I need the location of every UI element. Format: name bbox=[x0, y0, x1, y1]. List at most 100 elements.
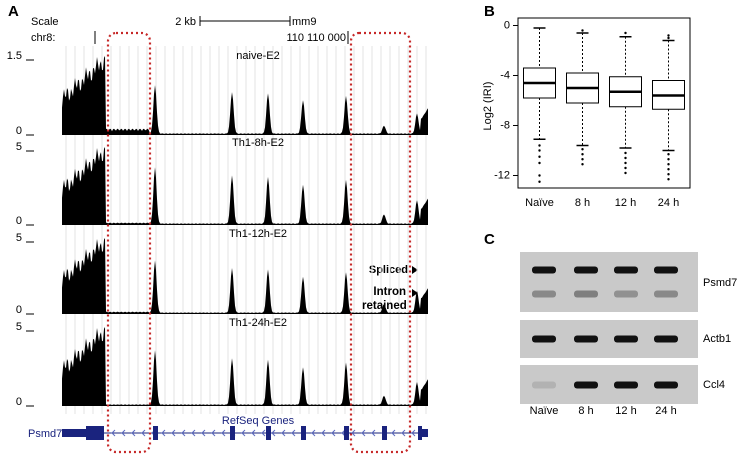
strand-chevron bbox=[331, 429, 336, 437]
panel-label: C bbox=[484, 231, 495, 248]
track-tick-label: 0 bbox=[16, 304, 22, 316]
x-tick-label: Naïve bbox=[525, 197, 554, 209]
strand-chevron bbox=[251, 429, 256, 437]
outlier bbox=[667, 36, 670, 40]
outlier bbox=[667, 168, 670, 171]
strand-chevron bbox=[321, 429, 326, 437]
strand-chevron bbox=[411, 429, 416, 437]
outlier bbox=[624, 151, 627, 155]
plot-frame bbox=[517, 17, 691, 189]
x-tick-label: 12 h bbox=[615, 197, 636, 209]
outlier bbox=[581, 163, 584, 166]
x-tick-label: 8 h bbox=[575, 197, 590, 209]
gene-label: Psmd7 bbox=[703, 277, 737, 289]
outlier bbox=[624, 31, 627, 35]
track-tick-label: 5 bbox=[16, 141, 22, 153]
gel-band bbox=[654, 335, 678, 343]
strand-chevron bbox=[191, 429, 196, 437]
strand-chevron bbox=[241, 429, 246, 437]
lane-label: 12 h bbox=[615, 405, 636, 417]
strand-chevron bbox=[401, 429, 406, 437]
lane-label: Naïve bbox=[530, 405, 559, 417]
x-tick-label: 24 h bbox=[658, 197, 679, 209]
outlier bbox=[581, 148, 584, 151]
strand-chevron bbox=[391, 429, 396, 437]
exon bbox=[230, 426, 235, 440]
highlight-box bbox=[349, 31, 412, 454]
outlier bbox=[667, 158, 670, 161]
gel-band bbox=[614, 266, 638, 274]
strand-chevron bbox=[351, 429, 356, 437]
gel-band bbox=[532, 266, 556, 274]
lane-label: 24 h bbox=[655, 405, 676, 417]
outlier bbox=[667, 34, 670, 37]
gel-band bbox=[654, 290, 678, 298]
marker-arrow bbox=[412, 266, 418, 274]
gel-band bbox=[574, 290, 598, 298]
outlier bbox=[624, 161, 627, 165]
outlier bbox=[624, 166, 627, 170]
scale-bar-label: 2 kb bbox=[175, 16, 196, 28]
scale-label: Scale bbox=[31, 16, 59, 28]
gel-band bbox=[614, 381, 638, 389]
gene-track-label: RefSeq Genes bbox=[222, 415, 295, 427]
outlier bbox=[581, 153, 584, 156]
chrom: chr8: bbox=[31, 32, 55, 44]
coverage-track bbox=[62, 238, 428, 314]
track-name: Th1-12h-E2 bbox=[229, 228, 287, 240]
panel-label: A bbox=[8, 3, 19, 20]
gel-band bbox=[574, 266, 598, 274]
highlight-box bbox=[106, 31, 152, 454]
track-tick-label: 5 bbox=[16, 232, 22, 244]
coverage-track bbox=[62, 147, 428, 225]
strand-chevron bbox=[271, 429, 276, 437]
strand-chevron bbox=[131, 429, 136, 437]
exon bbox=[153, 426, 158, 440]
track-tick-label: 1.5 bbox=[7, 50, 22, 62]
strand-chevron bbox=[141, 429, 146, 437]
strand-chevron bbox=[361, 429, 366, 437]
outlier bbox=[538, 180, 541, 183]
gel-band bbox=[654, 266, 678, 274]
outlier bbox=[667, 163, 670, 166]
strand-chevron bbox=[211, 429, 216, 437]
gene-name: Psmd7 bbox=[28, 428, 62, 440]
marker-arrow bbox=[412, 289, 418, 297]
outlier bbox=[667, 153, 670, 156]
outlier bbox=[581, 29, 584, 32]
strand-chevron bbox=[121, 429, 126, 437]
track-tick-label: 0 bbox=[16, 215, 22, 227]
marker-label: Intron retained bbox=[362, 286, 407, 312]
strand-chevron bbox=[311, 429, 316, 437]
outlier bbox=[538, 144, 541, 147]
y-tick-label: 0 bbox=[504, 19, 510, 31]
coverage-track bbox=[62, 327, 428, 406]
outlier bbox=[538, 174, 541, 177]
exon bbox=[86, 426, 104, 440]
strand-chevron bbox=[201, 429, 206, 437]
exon bbox=[301, 426, 306, 440]
gel-band bbox=[532, 381, 556, 389]
coverage-track bbox=[62, 56, 428, 135]
gene-label: Actb1 bbox=[703, 333, 731, 345]
strand-chevron bbox=[181, 429, 186, 437]
outlier bbox=[581, 158, 584, 161]
gel-band bbox=[654, 381, 678, 389]
outlier bbox=[538, 149, 541, 152]
utr bbox=[422, 429, 428, 437]
gel-band bbox=[614, 290, 638, 298]
strand-chevron bbox=[291, 429, 296, 437]
strand-chevron bbox=[161, 429, 166, 437]
gel-band bbox=[574, 335, 598, 343]
track-name: Th1-8h-E2 bbox=[232, 137, 284, 149]
marker-label: Spliced bbox=[369, 264, 408, 276]
track-name: naive-E2 bbox=[236, 50, 279, 62]
strand-chevron bbox=[371, 429, 376, 437]
exon bbox=[266, 426, 271, 440]
strand-chevron bbox=[171, 429, 176, 437]
strand-chevron bbox=[261, 429, 266, 437]
y-tick-label: -8 bbox=[500, 119, 510, 131]
outlier bbox=[538, 155, 541, 158]
